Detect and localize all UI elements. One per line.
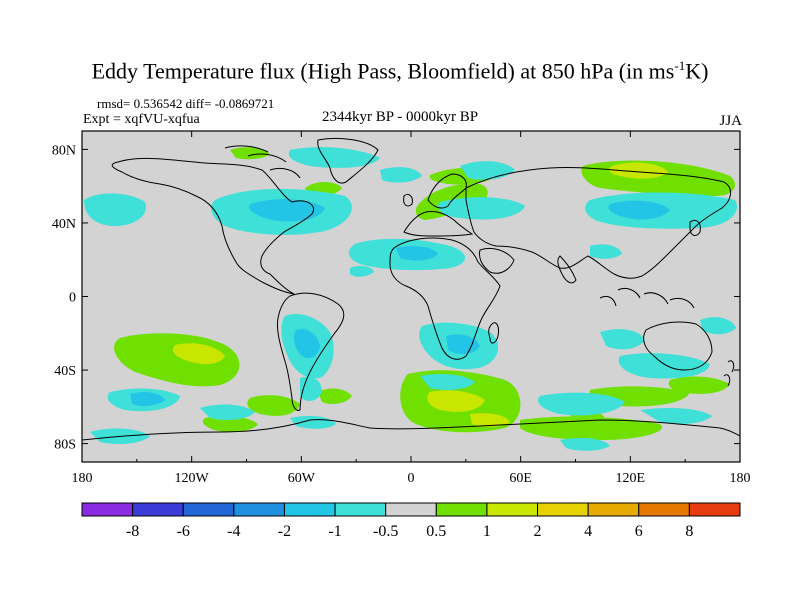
lat-label: 80N [52,143,76,158]
rmsd-diff-stats: rmsd= 0.536542 diff= -0.0869721 [97,96,275,111]
colorbar-swatch [587,502,640,517]
colorbar-swatch [638,502,690,517]
australia-coastline [643,321,713,371]
antarctica-coastline [82,419,740,441]
colorbar-swatch [182,502,235,517]
colorbar-swatch [334,502,387,517]
pos2-patch-south-pacific [172,343,225,365]
arctic-islands-coastline [224,145,301,179]
neg2-patch-south-africa [446,334,480,355]
south-america-coastline [277,292,345,411]
neg-patch-europe-asia [438,197,525,220]
colorbar-label: 8 [685,523,693,540]
neg-patch-antarctic-indian [640,408,712,424]
map-axes: 80N 40N 0 40S 80S 180 120W 60W 0 60E 120E 180 [52,131,751,486]
india-coastline [557,255,577,284]
pos-patch-south-america-lower [247,395,300,416]
colorbar-swatch [233,502,285,517]
pos-patch-australia-south [668,376,730,394]
experiment-label: Expt = xqfVU-xqfua [83,112,200,127]
neg-patch-west-atlantic-tropics [350,265,374,277]
colorbar-swatch [385,502,437,517]
british-isles-coastline [403,193,413,207]
southeast-asia-islands-coastline [599,287,695,309]
colorbar-swatch [81,502,134,517]
lon-label: 180 [72,471,93,486]
pos-patch-canada [230,147,270,160]
colorbar-label: -0.5 [373,523,398,540]
neg-patch-southern-ocean-atlantic [420,374,475,390]
neg-patch-east-pacific [700,317,736,335]
asia-coastline [465,166,731,279]
pos-patch-south-pacific-east [202,416,258,432]
colorbar-label: -4 [227,523,240,540]
colorbar-label: -6 [177,523,190,540]
colorbar-swatch [435,502,488,517]
colorbar-label: 1 [483,523,491,540]
season-label: JJA [719,113,742,129]
neg2-patch-south-america [293,328,320,359]
pos-patch-east-pacific [318,388,352,404]
lon-label: 180 [730,471,751,486]
neg-patch-southern-ocean-indian [538,392,625,416]
lon-label: 60W [288,471,316,486]
colorbar-label: 0.5 [426,523,446,540]
arabia-coastline [479,247,515,274]
pos2-patch-north-pacific [609,162,668,179]
title-superscript: -1 [674,58,686,73]
neg-patch-north-pacific-west [84,193,146,226]
greenland-coastline [317,137,379,184]
colorbar-swatch [688,502,741,517]
lat-label: 0 [69,291,76,306]
colorbar: -8 -6 -4 -2 -1 -0.5 0.5 1 2 4 6 8 [81,502,741,540]
time-period-label: 2344kyr BP - 0000kyr BP [322,109,479,125]
title-main: Eddy Temperature flux (High Pass, Bloomf… [91,58,675,84]
pos2-patch-south-atlantic [427,390,485,412]
neg-patch-antarctica-west [290,416,336,429]
title-end: K) [685,58,709,84]
coastlines [82,137,740,441]
neg2-patch-sahara [396,246,438,261]
lon-label: 120E [616,471,646,486]
lat-label: 40S [54,364,76,379]
europe-coastline [403,211,474,237]
neg-patch-australia [618,353,710,379]
north-america-coastline [111,157,314,295]
lon-label: 60E [509,471,532,486]
colorbar-label: 6 [635,523,643,540]
map-title: Eddy Temperature flux (High Pass, Bloomf… [0,58,800,84]
neg2-patch-south-pacific [130,392,165,407]
lon-label: 0 [408,471,415,486]
lat-label: 40N [52,217,76,232]
colorbar-label: 2 [534,523,542,540]
strong-negative-patches [130,199,670,407]
neg2-patch-north-atlantic [249,199,325,222]
strong-positive-patches [172,162,668,427]
colorbar-swatch [537,502,589,517]
neg-patch-south-indian [600,329,645,350]
africa-coastline [389,237,501,360]
colorbar-swatch [132,502,184,517]
pos2-patch-southern-ocean [470,413,510,427]
neg-patch-arctic-greenland [288,147,380,168]
colorbar-label: -2 [278,523,291,540]
colorbar-swatch [486,502,539,517]
neg-patch-antarctic-pacific [200,404,255,420]
madagascar-coastline [488,322,499,344]
flux-shading [84,147,737,451]
japan-coastline [689,219,701,236]
colorbar-label: 4 [584,523,592,540]
colorbar-label: -8 [126,523,139,540]
neg-patch-south-asia [590,244,622,259]
neg-patch-antarctica-east [560,438,610,451]
lon-label: 120W [175,471,210,486]
neg2-patch-asia-north-pacific [608,200,670,220]
neg-patch-atlantic-mid [380,167,422,183]
new-zealand-coastline [723,360,735,387]
lat-label: 80S [54,438,76,453]
colorbar-label: -1 [328,523,341,540]
colorbar-swatch [283,502,336,517]
